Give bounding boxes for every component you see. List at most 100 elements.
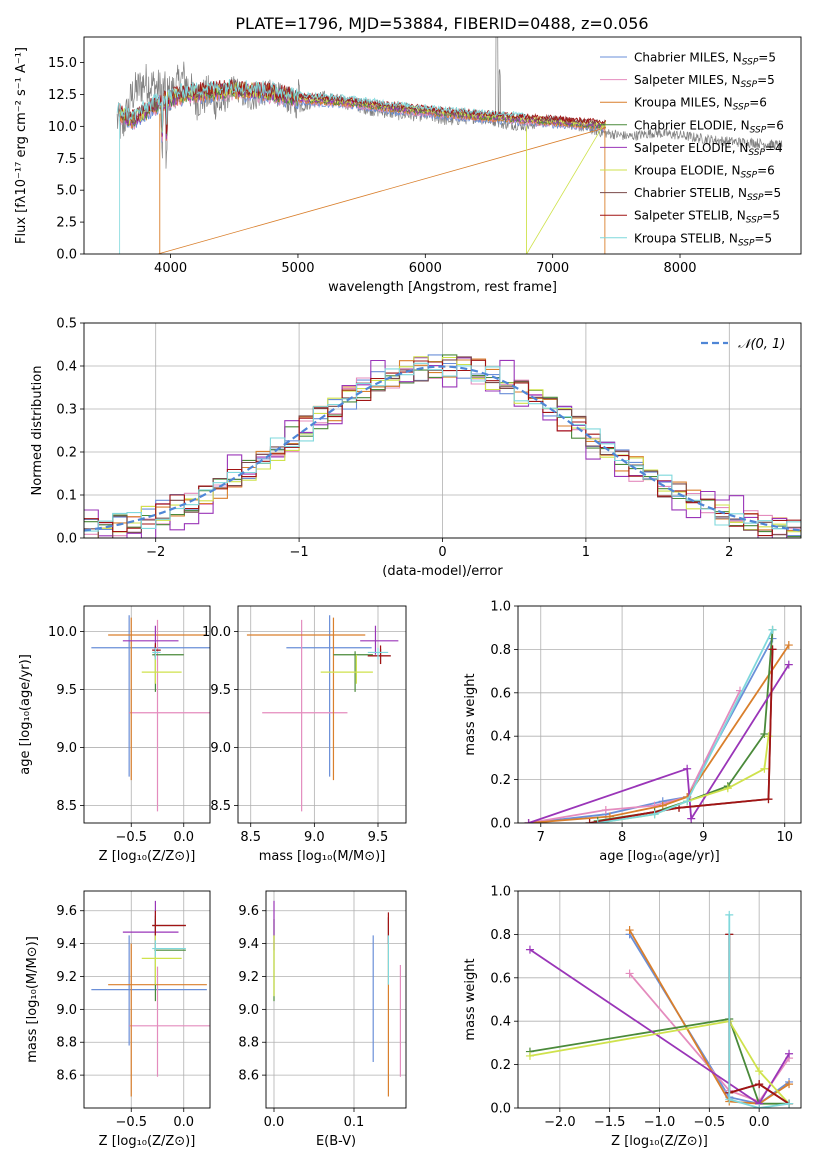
- y-tick-label: 0.6: [490, 686, 511, 701]
- y-tick-label: 1.0: [490, 885, 511, 900]
- series-marker-9: [725, 1095, 734, 1104]
- y-tick-label: 0.0: [490, 1102, 511, 1117]
- series-marker-8: [585, 819, 594, 823]
- legend-entry-9: Kroupa STELIB, NSSP=5: [634, 231, 772, 248]
- y-tick-label: 9.0: [56, 741, 77, 756]
- x-axis-label: (data-model)/error: [382, 564, 503, 579]
- mass_vs_ebv-plot-area: [273, 900, 401, 1097]
- legend-entry-7: Chabrier STELIB, NSSP=5: [634, 186, 781, 203]
- spectrum-frame: [83, 36, 802, 255]
- y-tick-label: 9.6: [238, 904, 259, 919]
- legend-text: Kroupa STELIB, N: [634, 231, 738, 245]
- y-tick-label: 8.8: [56, 1036, 77, 1051]
- y-tick-label: 10.0: [48, 120, 77, 135]
- series-marker-5: [785, 1049, 794, 1058]
- y-tick-label: 8.5: [210, 799, 231, 814]
- legend-value: =6: [766, 118, 784, 132]
- y-tick-label: 9.0: [56, 1003, 77, 1018]
- series-marker-9: [725, 910, 734, 919]
- x-tick-label: 7: [537, 830, 545, 845]
- series-line-9: [728, 914, 790, 1108]
- residuals-frame: [83, 322, 802, 539]
- y-tick-label: 10.0: [202, 625, 231, 640]
- series-marker-6: [755, 1067, 764, 1076]
- legend-entry-8: Salpeter STELIB, NSSP=5: [634, 209, 780, 226]
- age_vs_mass-frame: [237, 605, 407, 824]
- y-tick-label: 0.0: [56, 532, 77, 547]
- series-marker-3: [784, 641, 793, 650]
- spectrum-legend: Chabrier MILES, N SSP =5 Salpeter MILES, N S…: [600, 51, 784, 248]
- x-tick-label: 8.5: [240, 830, 261, 845]
- legend-subscript: SSP: [748, 148, 765, 158]
- legend-subscript: SSP: [741, 171, 758, 181]
- mass_vs_ebv-axes: 0.0 0.1 8.6 8.8 9.0 9.2 9.4 9.6 E(B-V): [238, 890, 407, 1149]
- y-tick-label: 0.8: [490, 928, 511, 943]
- spectrum-title: PLATE=1796, MJD=53884, FIBERID=0488, z=0…: [235, 14, 648, 33]
- y-tick-label: 0.6: [490, 971, 511, 986]
- data-spectrum-line: [116, 37, 783, 169]
- legend-text: Chabrier MILES, N: [634, 51, 742, 65]
- mw_vs_Z-frame: [517, 890, 802, 1109]
- y-tick-label: 8.5: [56, 799, 77, 814]
- x-tick-label: −1.0: [644, 1115, 676, 1130]
- legend-value: =5: [754, 231, 772, 245]
- series-marker-5: [525, 945, 534, 954]
- series-marker-9: [593, 819, 602, 823]
- x-axis-label: mass [log₁₀(M/M⊙)]: [259, 849, 386, 864]
- x-tick-label: 0.0: [749, 1115, 770, 1130]
- x-tick-label: 0.1: [344, 1115, 365, 1130]
- y-tick-label: 9.4: [238, 937, 259, 952]
- y-tick-label: 9.0: [210, 741, 231, 756]
- x-tick-label: −2.0: [544, 1115, 576, 1130]
- legend-entry-normal: 𝒩(0, 1): [738, 337, 785, 352]
- y-tick-label: 0.5: [56, 317, 77, 332]
- y-tick-label: 12.5: [48, 88, 77, 103]
- y-tick-label: 9.5: [56, 683, 77, 698]
- y-tick-label: 15.0: [48, 56, 77, 71]
- y-axis-label: Normed distribution: [30, 366, 45, 496]
- legend-entry-3: Kroupa MILES, NSSP=6: [634, 96, 767, 113]
- y-tick-label: 5.0: [56, 184, 77, 199]
- x-tick-label: 1: [582, 545, 590, 560]
- mw_vs_age-plot-area: [524, 625, 793, 823]
- series-marker-5: [687, 814, 696, 823]
- y-tick-label: 10.0: [48, 625, 77, 640]
- series-marker-6: [760, 764, 769, 773]
- legend-text: Salpeter MILES, N: [634, 73, 741, 87]
- legend-value: =5: [762, 209, 780, 223]
- x-tick-label: 9.5: [368, 830, 389, 845]
- legend-text: Chabrier STELIB, N: [634, 186, 747, 200]
- y-tick-label: 0.0: [490, 817, 511, 832]
- y-tick-label: 0.0: [56, 248, 77, 263]
- legend-subscript: SSP: [747, 193, 764, 203]
- y-axis-label: age [log₁₀(age/yr)]: [18, 654, 33, 775]
- y-axis-label: mass [log₁₀(M/M⊙)]: [25, 936, 40, 1063]
- legend-text: Salpeter ELODIE, N: [634, 141, 748, 155]
- x-axis-label: wavelength [Angstrom, rest frame]: [328, 280, 557, 295]
- legend-entry-4: Chabrier ELODIE, NSSP=6: [634, 118, 784, 135]
- x-tick-label: 8000: [663, 261, 696, 276]
- y-tick-label: 0.4: [490, 1015, 511, 1030]
- x-tick-label: −1: [290, 545, 309, 560]
- series-marker-6: [525, 1051, 534, 1060]
- y-tick-label: 0.4: [56, 360, 77, 375]
- series-marker-9: [785, 1099, 794, 1108]
- series-marker-8: [755, 1080, 764, 1089]
- spectrum-axes: 4000 5000 6000 7000 8000 0.0 2.5 5.0 7.5 10.0 12.5…: [14, 36, 802, 295]
- mw_vs_age-frame: [517, 605, 802, 824]
- x-tick-label: −2: [146, 545, 165, 560]
- y-tick-label: 0.8: [490, 643, 511, 658]
- x-tick-label: 10: [776, 830, 793, 845]
- legend-text: Chabrier ELODIE, N: [634, 118, 750, 132]
- y-tick-label: 7.5: [56, 152, 77, 167]
- x-tick-label: 4000: [154, 261, 187, 276]
- x-axis-label: age [log₁₀(age/yr)]: [599, 849, 720, 864]
- series-marker-6: [764, 732, 773, 741]
- y-tick-label: 8.6: [238, 1069, 259, 1084]
- y-axis-label: Flux [fλ10⁻¹⁷ erg cm⁻² s⁻¹ A⁻¹]: [14, 47, 29, 244]
- series-line-6: [529, 1020, 790, 1105]
- residuals-axes: −2 −1 0 1 2 0.0 0.1 0.2 0.3 0.4 0.5 (data-model)/er…: [30, 317, 802, 579]
- y-tick-label: 9.4: [56, 937, 77, 952]
- y-tick-label: 9.2: [56, 970, 77, 985]
- x-tick-label: 0.0: [173, 1115, 194, 1130]
